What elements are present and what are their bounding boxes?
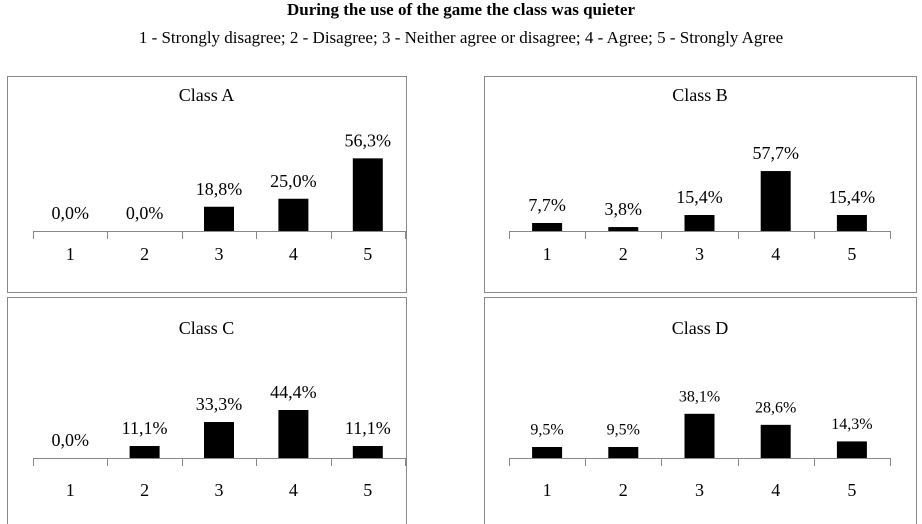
bar [608,446,639,458]
panel-title: Class C [179,318,235,338]
x-tick-label: 2 [619,480,628,500]
bar [532,223,563,231]
bar [836,215,867,231]
value-label: 11,1% [345,418,391,438]
panel-title: Class A [179,85,235,105]
bar [608,227,639,231]
value-label: 7,7% [528,195,566,215]
value-label: 18,8% [196,179,243,199]
x-tick-label: 3 [695,480,704,500]
value-label: 9,5% [530,422,563,439]
value-label: 0,0% [51,430,89,450]
value-label: 44,4% [270,382,317,402]
value-label: 33,3% [196,394,243,414]
panel-frame [7,76,407,293]
bar [278,198,309,231]
value-label: 15,4% [829,187,876,207]
bar [204,206,234,231]
x-tick-label: 4 [289,480,298,500]
bar [278,410,309,458]
bar [836,441,867,458]
value-label: 0,0% [126,203,164,223]
value-label: 3,8% [605,199,643,219]
x-tick-label: 5 [847,244,856,264]
x-tick-label: 4 [771,244,780,264]
x-tick-label: 5 [363,244,372,264]
bar [760,171,791,231]
x-tick-label: 1 [543,244,552,264]
value-label: 9,5% [607,422,640,439]
x-tick-label: 3 [215,244,224,264]
bar [352,446,383,458]
value-label: 14,3% [831,416,872,433]
bar [684,215,715,231]
panel-frame [484,76,917,293]
x-tick-label: 2 [140,244,149,264]
page-title: During the use of the game the class was… [287,0,635,19]
x-tick-label: 5 [363,480,372,500]
value-label: 28,6% [755,400,796,417]
x-tick-label: 4 [289,244,298,264]
panel-frame [7,297,407,524]
bar [760,424,791,458]
x-tick-label: 1 [66,244,75,264]
x-tick-label: 4 [771,480,780,500]
page-subtitle: 1 - Strongly disagree; 2 - Disagree; 3 -… [139,28,783,47]
bar [684,413,715,458]
x-tick-label: 2 [619,244,628,264]
x-tick-label: 1 [543,480,552,500]
x-tick-label: 3 [215,480,224,500]
x-tick-label: 1 [66,480,75,500]
bar [532,446,563,458]
value-label: 57,7% [752,143,799,163]
value-label: 0,0% [51,203,89,223]
value-label: 11,1% [122,418,168,438]
x-tick-label: 3 [695,244,704,264]
value-label: 56,3% [345,130,392,150]
value-label: 15,4% [676,187,723,207]
bar [352,158,383,231]
x-tick-label: 2 [140,480,149,500]
value-label: 25,0% [270,171,317,191]
x-tick-label: 5 [847,480,856,500]
value-label: 38,1% [679,388,720,405]
bar [129,446,160,458]
panel-frame [484,297,917,524]
panel-title: Class D [672,318,729,338]
panel-title: Class B [672,85,728,105]
bar [204,422,234,458]
